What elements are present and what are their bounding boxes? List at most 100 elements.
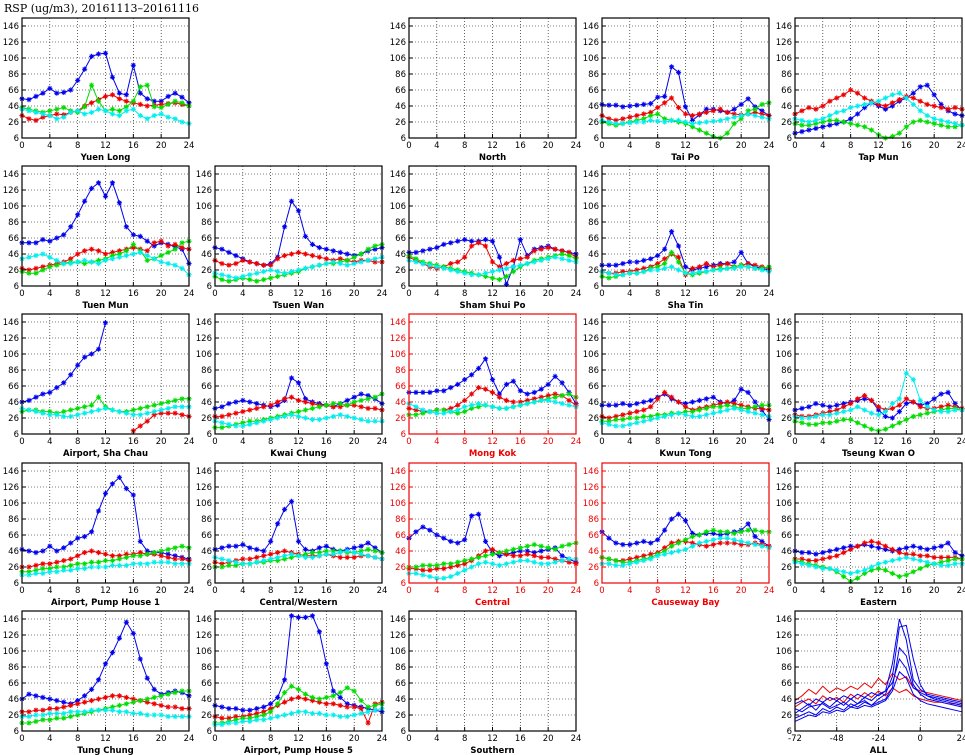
data-point — [552, 391, 558, 397]
data-point — [54, 569, 60, 575]
x-tick-label: 4 — [627, 141, 632, 151]
data-point — [144, 551, 150, 557]
data-point — [130, 699, 136, 705]
data-point — [696, 120, 703, 126]
data-point — [172, 98, 178, 104]
data-point — [813, 564, 819, 570]
data-point — [703, 106, 709, 112]
series-line — [794, 624, 963, 719]
x-tick-label: 16 — [708, 437, 719, 447]
data-point — [724, 407, 730, 413]
data-point — [102, 661, 109, 667]
data-point — [448, 561, 454, 567]
data-point — [475, 561, 482, 567]
y-tick-label: 6 — [787, 134, 792, 144]
data-point — [545, 256, 551, 262]
x-tick-label: 0 — [406, 437, 411, 447]
y-tick-label: 146 — [3, 22, 19, 32]
data-point — [137, 113, 143, 119]
data-point — [566, 402, 572, 408]
data-point — [288, 696, 295, 702]
x-tick-label: 16 — [515, 289, 526, 299]
data-point — [861, 393, 868, 399]
data-point — [455, 238, 461, 244]
data-point — [462, 409, 468, 415]
data-point — [254, 717, 260, 723]
data-point — [655, 415, 661, 421]
data-point — [344, 704, 350, 710]
data-point — [323, 701, 329, 707]
data-point — [344, 402, 350, 408]
data-point — [158, 407, 164, 413]
y-tick-label: 146 — [390, 318, 406, 328]
data-point — [137, 90, 143, 96]
data-point — [26, 691, 32, 697]
data-point — [82, 198, 88, 204]
data-point — [861, 570, 868, 576]
data-point — [703, 396, 709, 402]
data-point — [655, 553, 661, 559]
data-point — [896, 420, 902, 426]
x-tick-label: 20 — [929, 437, 940, 447]
x-tick-label: 16 — [321, 437, 332, 447]
x-tick-label: 20 — [156, 437, 167, 447]
data-point — [88, 100, 95, 106]
data-point — [641, 101, 647, 107]
y-tick-label: 66 — [8, 234, 19, 244]
data-point — [903, 401, 909, 407]
data-point — [233, 714, 239, 720]
data-point — [841, 119, 847, 125]
data-point — [82, 354, 88, 360]
y-tick-label: 46 — [588, 250, 599, 260]
data-point — [233, 543, 239, 549]
data-point — [531, 259, 537, 265]
y-tick-label: 146 — [3, 467, 19, 477]
data-point — [813, 421, 819, 427]
data-point — [309, 554, 316, 560]
panel-title: Tuen Mun — [82, 301, 128, 311]
data-point — [116, 693, 123, 699]
data-point — [123, 410, 129, 416]
x-tick-label: 24 — [184, 437, 195, 447]
data-point — [144, 82, 150, 88]
data-point — [759, 108, 765, 114]
data-point — [952, 401, 958, 407]
y-tick-label: 46 — [8, 102, 19, 112]
data-point — [641, 399, 647, 405]
data-point — [655, 105, 661, 111]
data-point — [868, 567, 875, 573]
x-tick-label: 8 — [848, 141, 853, 151]
data-point — [682, 537, 689, 543]
data-point — [703, 269, 709, 275]
data-point — [61, 89, 67, 95]
data-point — [441, 575, 447, 581]
y-tick-label: 46 — [588, 102, 599, 112]
x-tick-label: 8 — [655, 437, 660, 447]
data-point — [448, 538, 454, 544]
data-point — [896, 90, 902, 96]
data-point — [634, 540, 640, 546]
data-point — [95, 550, 102, 556]
data-point — [634, 119, 640, 125]
data-point — [302, 233, 309, 239]
data-point — [295, 538, 302, 544]
data-point — [517, 262, 523, 268]
data-point — [738, 542, 744, 548]
data-point — [613, 417, 619, 423]
y-tick-label: 26 — [201, 414, 212, 424]
data-point — [116, 409, 123, 415]
x-tick-label: 24 — [957, 734, 965, 744]
data-point — [137, 538, 143, 544]
data-point — [510, 550, 516, 556]
x-tick-label: 16 — [321, 586, 332, 596]
data-point — [655, 94, 661, 100]
data-point — [337, 690, 343, 696]
y-tick-label: 126 — [390, 334, 406, 344]
x-tick-label: 20 — [736, 586, 747, 596]
data-point — [261, 418, 267, 424]
data-point — [475, 511, 482, 517]
data-point — [834, 117, 840, 123]
